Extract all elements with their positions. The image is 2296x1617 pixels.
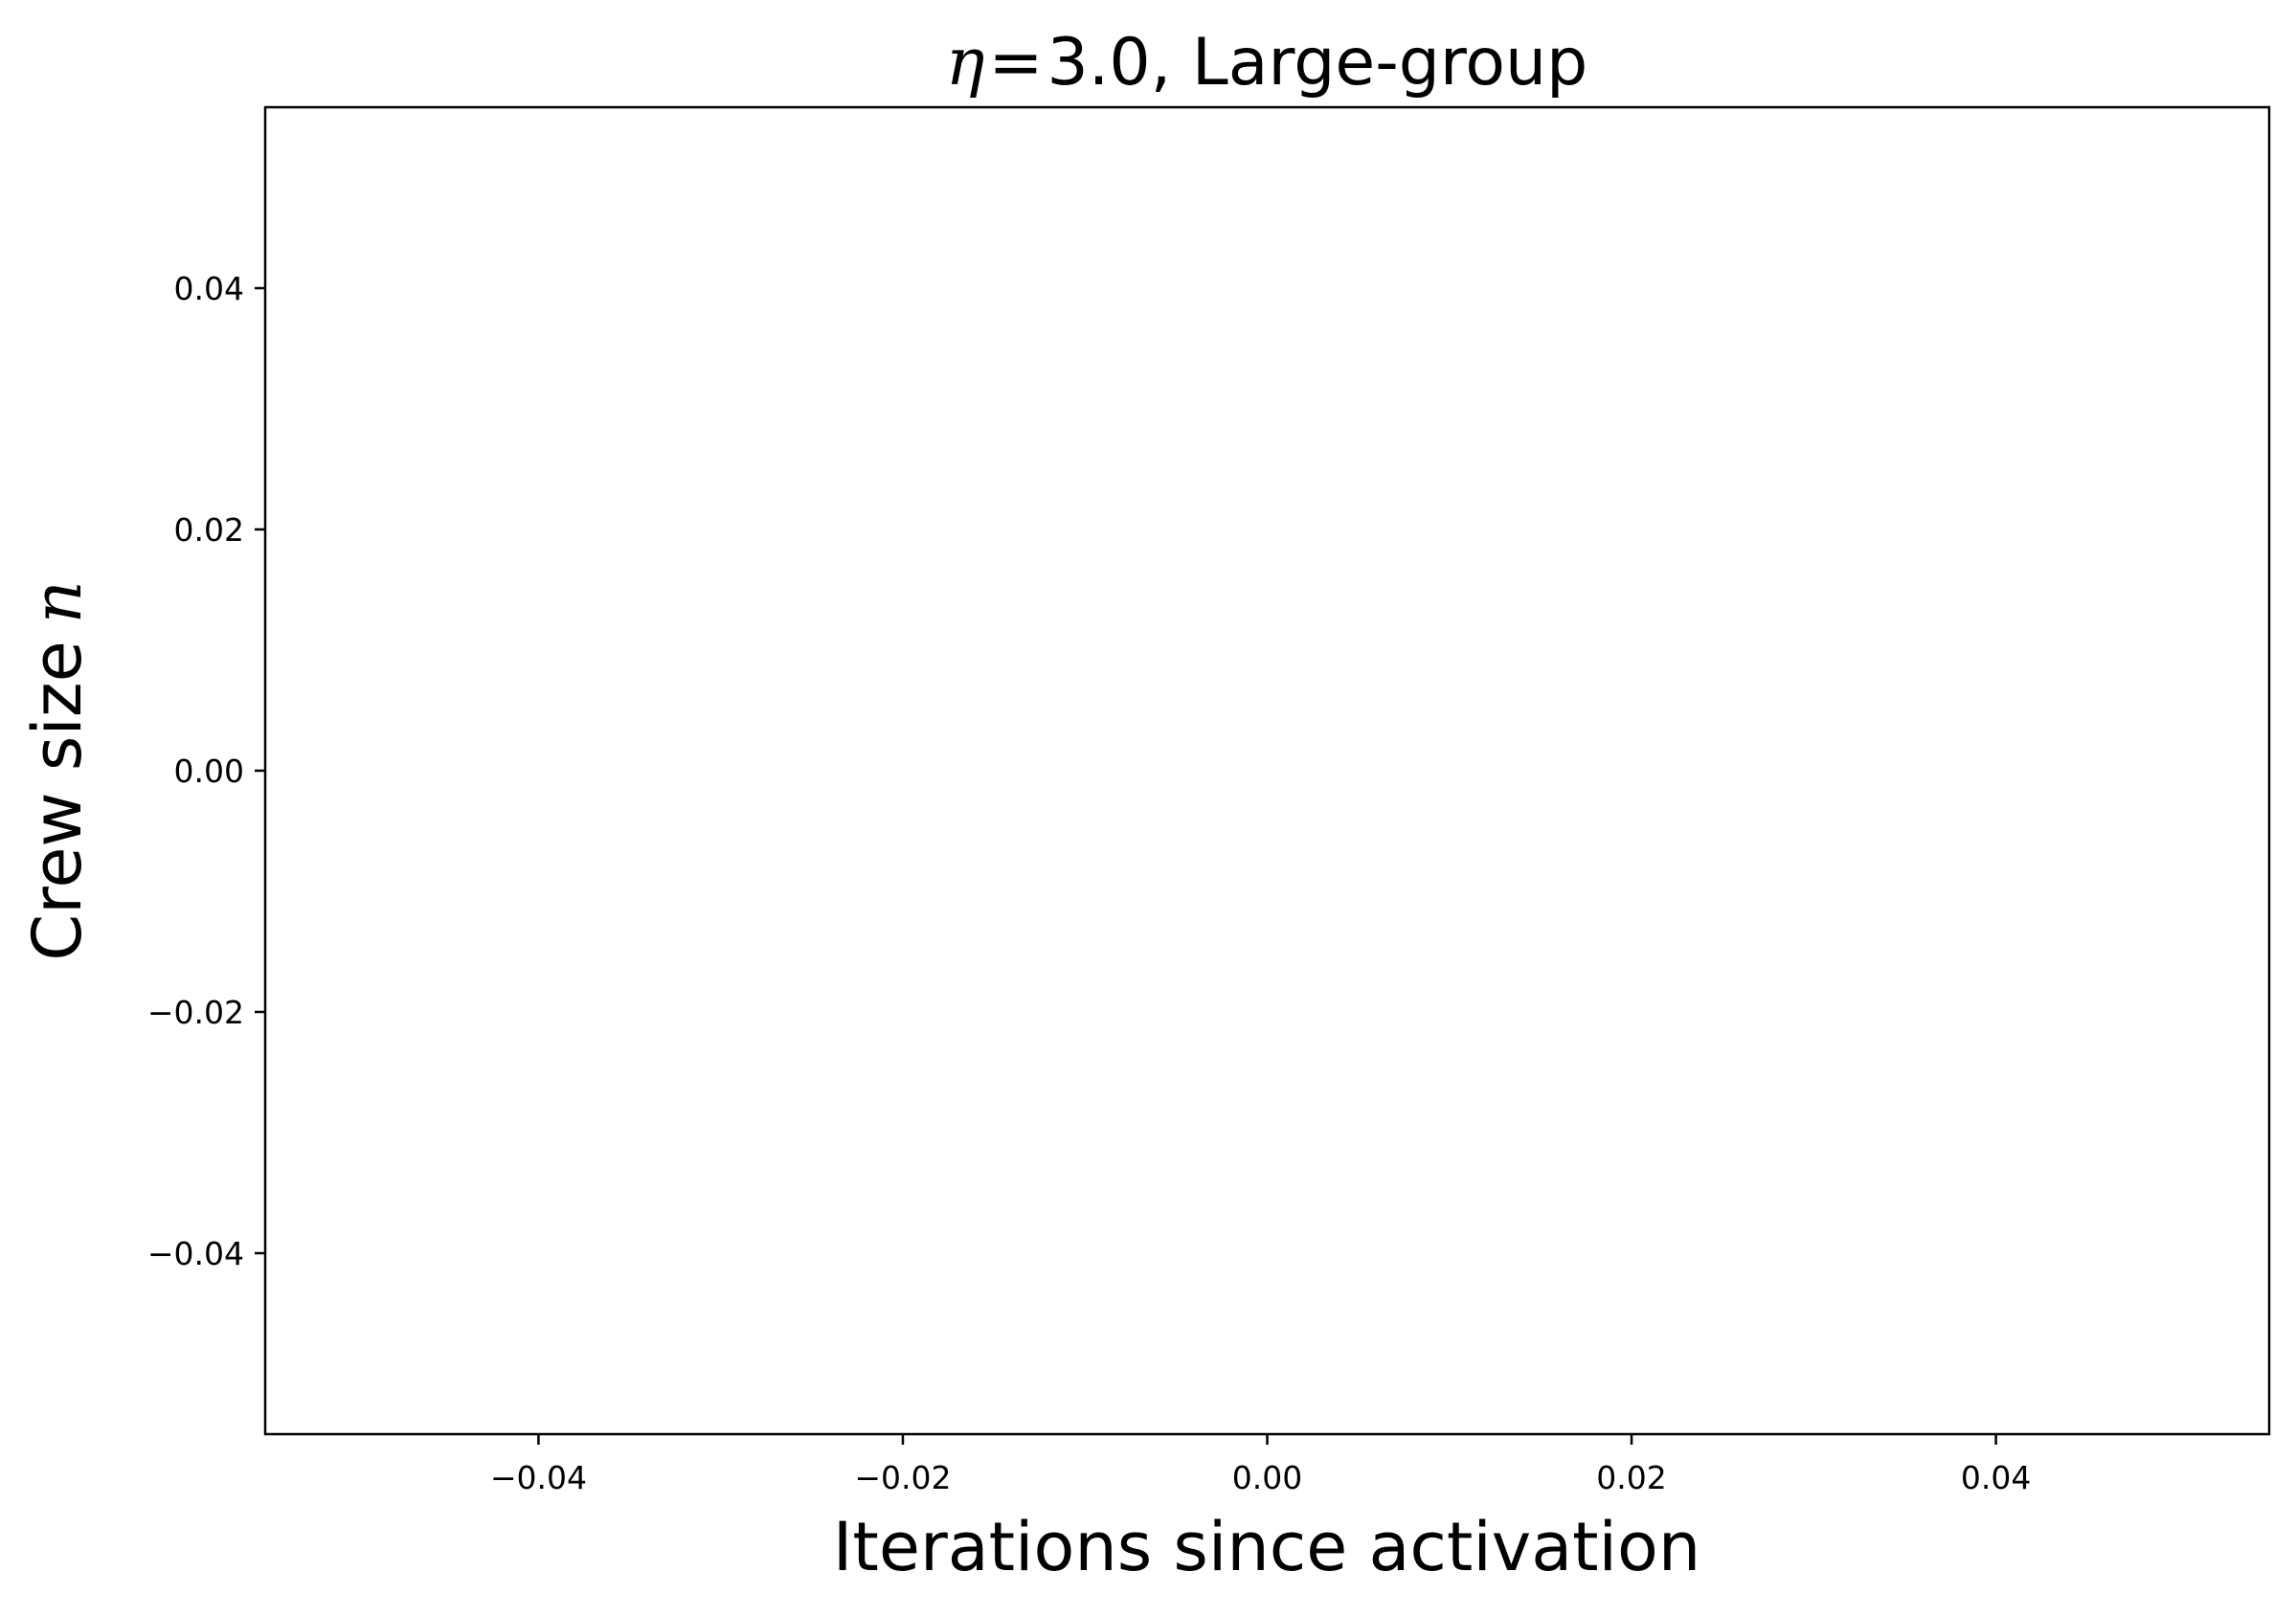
chart-title: η=3.0, Large-group: [946, 25, 1587, 101]
title-suffix: , Large-group: [1151, 25, 1588, 101]
x-axis-title: Iterations since activation: [833, 1508, 1700, 1586]
x-tick-label: 0.00: [1232, 1459, 1302, 1496]
y-tick-label: −0.02: [147, 994, 244, 1031]
title-eta-symbol: η: [946, 25, 985, 101]
y-tick-label: 0.00: [174, 752, 244, 790]
x-tick-label: 0.02: [1596, 1459, 1666, 1496]
x-tick-label: −0.02: [854, 1459, 951, 1496]
y-axis-title-text: Crew size: [18, 640, 97, 960]
title-equals: =: [989, 25, 1044, 101]
plot-area: [263, 105, 2271, 1436]
x-axis-ticks: −0.04 −0.02 0.00 0.02 0.04: [490, 1434, 2031, 1496]
y-axis-title-symbol: n: [18, 580, 97, 623]
y-axis-ticks: 0.04 0.02 0.00 −0.02 −0.04: [147, 270, 265, 1272]
y-tick-label: 0.04: [174, 270, 244, 307]
x-tick-label: −0.04: [490, 1459, 587, 1496]
y-tick-label: 0.02: [174, 511, 244, 549]
x-tick-label: 0.04: [1961, 1459, 2031, 1496]
title-value: 3.0: [1047, 25, 1151, 101]
y-axis-title: Crew size n: [18, 580, 97, 961]
y-tick-label: −0.04: [147, 1235, 244, 1272]
